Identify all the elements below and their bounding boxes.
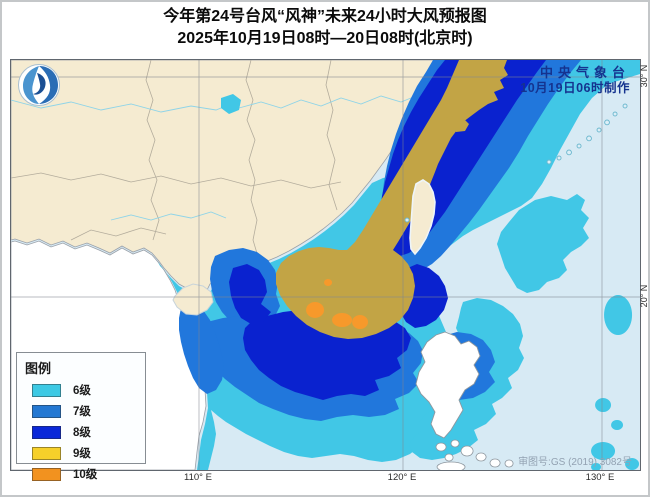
lon-label-120e: 120° E [387, 472, 417, 483]
legend-swatch-6 [32, 383, 61, 397]
philippine-islands [435, 439, 514, 470]
lat-label-20n: 20° N [639, 284, 649, 308]
wind9-track-band [276, 60, 508, 339]
ryukyu-islands [404, 103, 628, 223]
legend-box: 图例 6级 7级 8级 9级 10级 [16, 352, 146, 481]
cma-logo-crescent2 [23, 66, 39, 104]
legend-row-6: 6级 [25, 382, 137, 398]
cma-logo-crescent [39, 66, 58, 104]
legend-label-10: 10级 [73, 469, 98, 481]
lon-label-110e: 110° E [184, 472, 212, 483]
island-taiwan [409, 179, 436, 256]
province-borders [11, 60, 342, 261]
legend-swatch-7 [32, 404, 61, 418]
forecast-map: 中央气象台 10月19日06时制作 审图号:GS (2019) 3082号 图例… [10, 59, 641, 481]
legend-label-6: 6级 [73, 385, 91, 397]
agency-name: 中央气象台 [539, 65, 630, 80]
island-hainan [172, 283, 214, 316]
map-canvas [11, 60, 640, 470]
cma-logo-swirl [33, 73, 46, 95]
wind10-spots [306, 279, 369, 329]
island-luzon [415, 331, 481, 439]
lon-label-130e: 130° E [585, 472, 615, 483]
legend-row-7: 7级 [25, 403, 137, 419]
agency-issue-time: 10月19日06时制作 [520, 81, 630, 95]
legend-title: 图例 [25, 361, 52, 376]
legend-swatch-9 [32, 446, 61, 460]
map-title: 今年第24号台风“风神”未来24小时大风预报图 [163, 8, 487, 25]
legend-row-8: 8级 [25, 424, 137, 440]
cma-logo [17, 63, 61, 107]
wind6-scattered-patches [591, 295, 640, 470]
rivers [11, 95, 417, 221]
lake [221, 94, 241, 114]
map-approval-number: 审图号:GS (2019) 3082号 [518, 457, 632, 468]
wind9-detached-bits [439, 102, 469, 132]
legend-row-9: 9级 [25, 445, 137, 461]
agency-watermark: 中央气象台 10月19日06时制作 [520, 65, 630, 96]
title-block: 今年第24号台风“风神”未来24小时大风预报图 2025年10月19日08时—2… [2, 5, 648, 50]
graticule-lines [11, 60, 640, 470]
lat-label-30n: 30° N [639, 64, 649, 88]
legend-label-8: 8级 [73, 427, 91, 439]
wind6-east-of-taiwan-blob [497, 194, 589, 293]
legend-row-10: 10级 [25, 466, 137, 482]
map-subtitle: 2025年10月19日08时—20日08时(北京时) [177, 30, 473, 47]
legend-label-7: 7级 [73, 406, 91, 418]
legend-label-9: 9级 [73, 448, 91, 460]
wind8-tonkin-core [229, 264, 271, 324]
legend-swatch-8 [32, 425, 61, 439]
wind7-vietnam-coast-strip [179, 304, 224, 394]
legend-swatch-10 [32, 467, 61, 481]
